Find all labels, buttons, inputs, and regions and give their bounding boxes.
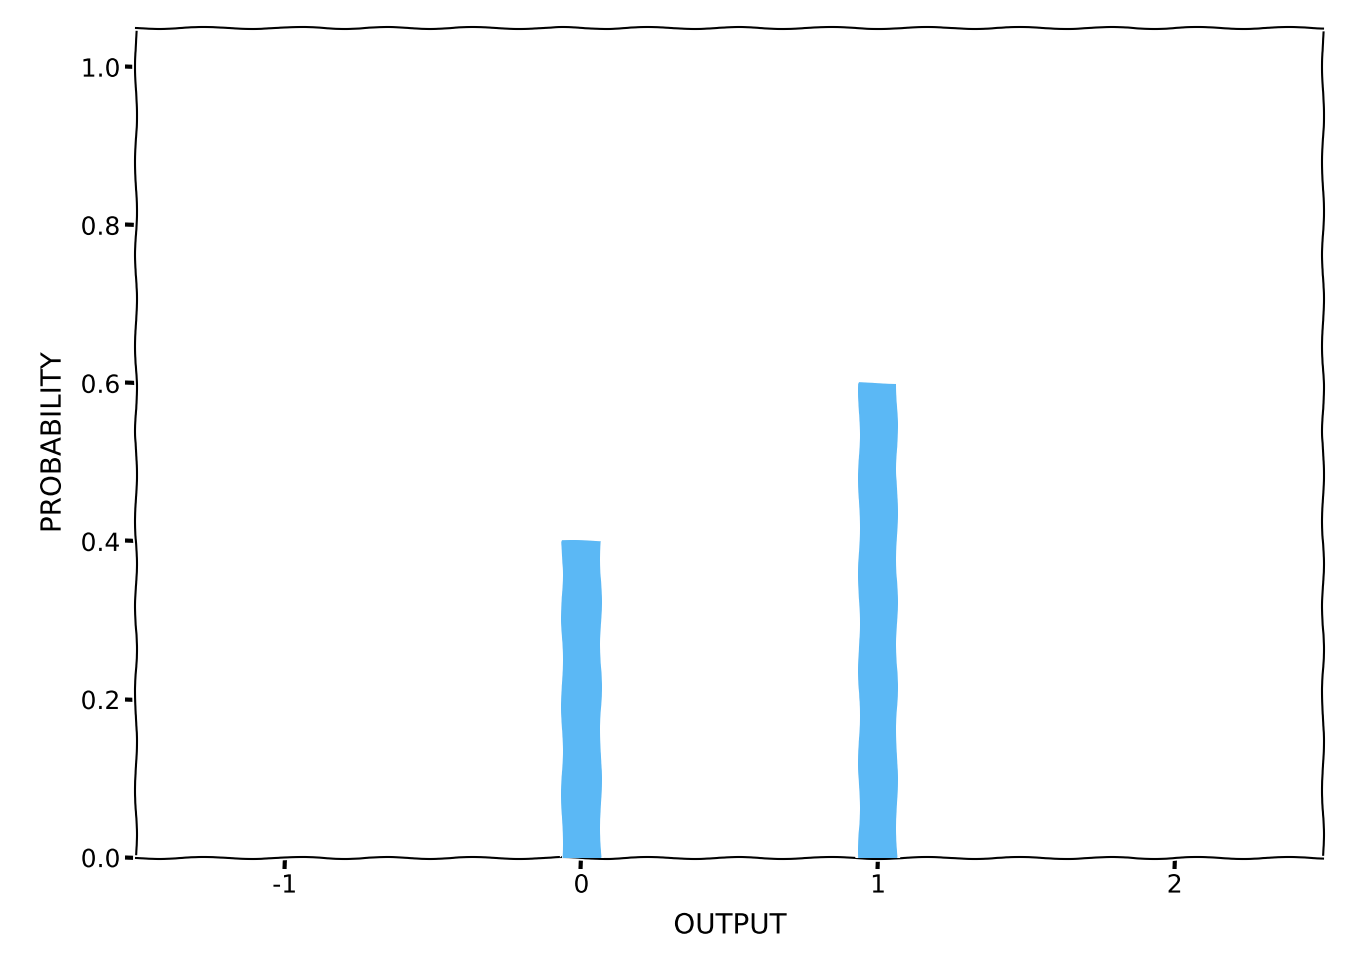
Bar [859, 384, 898, 858]
X-axis label: OUTPUT: OUTPUT [674, 911, 786, 940]
Y-axis label: PROBABILITY: PROBABILITY [38, 353, 67, 534]
Bar [562, 542, 600, 858]
